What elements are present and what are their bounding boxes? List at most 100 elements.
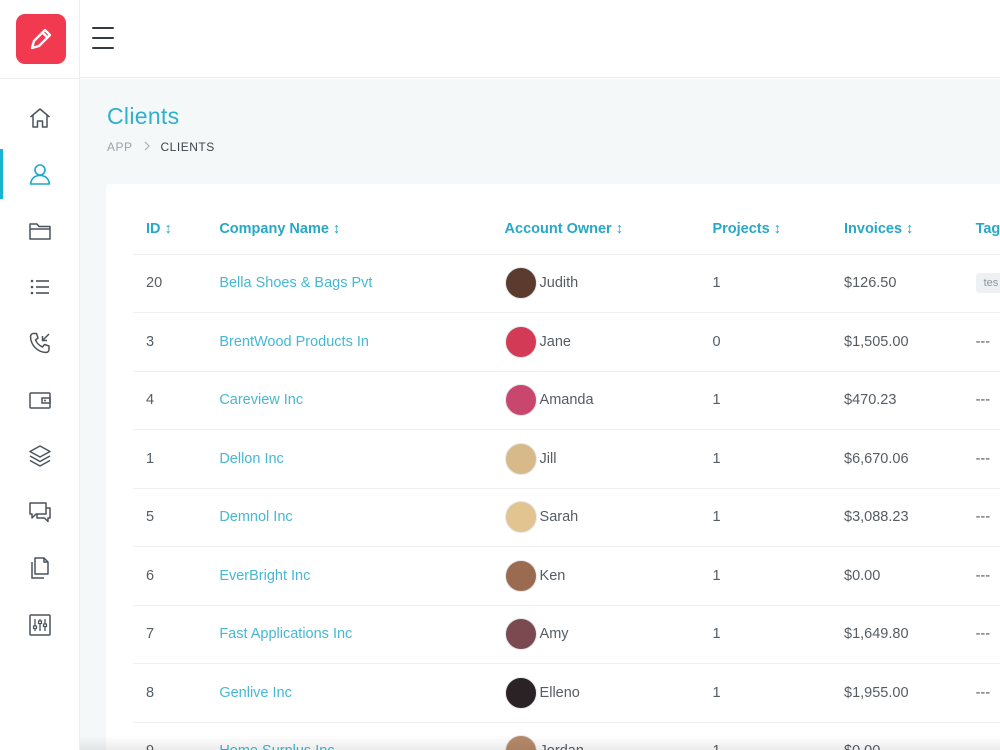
hamburger-icon[interactable]	[92, 27, 116, 49]
cell-owner: Amanda	[491, 371, 700, 430]
column-header-id[interactable]: ID ↕	[133, 204, 207, 255]
sidebar-item-tickets[interactable]	[0, 487, 80, 537]
cell-id: 7	[133, 605, 207, 664]
owner-name: Elleno	[539, 684, 580, 701]
cell-projects: 1	[699, 371, 831, 430]
column-header-owner[interactable]: Account Owner ↕	[491, 204, 700, 255]
avatar[interactable]	[504, 384, 537, 417]
column-header-projects[interactable]: Projects ↕	[699, 204, 831, 255]
chat-icon	[29, 502, 51, 523]
cell-invoices: $126.50	[831, 254, 963, 313]
top-header	[80, 0, 1000, 78]
cell-id: 1	[133, 429, 207, 489]
breadcrumb-root[interactable]: APP	[107, 140, 133, 154]
cell-id: 4	[133, 371, 207, 430]
cell-invoices: $1,505.00	[831, 312, 963, 372]
page-title: Clients	[107, 103, 180, 129]
avatar[interactable]	[504, 501, 537, 534]
sidebar-item-layers[interactable]	[0, 431, 80, 481]
cell-id: 20	[133, 254, 207, 313]
sidebar-divider	[0, 78, 80, 79]
avatar[interactable]	[504, 267, 537, 300]
cell-tags: ---	[962, 312, 1000, 372]
column-header-company[interactable]: Company Name ↕	[206, 204, 492, 255]
table-row[interactable]: 3 BrentWood Products In Jane 0 $1,505.00 ---	[133, 312, 1000, 372]
cell-id: 9	[133, 722, 207, 750]
cell-invoices: $0.00	[831, 722, 963, 750]
pencil-icon	[30, 28, 52, 50]
tag-chip[interactable]: tes	[975, 273, 1000, 294]
sidebar	[0, 0, 80, 750]
sidebar-item-clients[interactable]	[0, 149, 80, 199]
owner-name: Judith	[539, 275, 579, 292]
cell-invoices: $3,088.23	[831, 488, 963, 547]
table-row[interactable]: 20 Bella Shoes & Bags Pvt Judith 1 $126.50 te…	[133, 254, 1000, 313]
sidebar-item-projects[interactable]	[0, 206, 80, 256]
company-name-link[interactable]: BrentWood Products In	[206, 312, 492, 372]
cell-tags: ---	[962, 722, 1000, 750]
owner-name: Jordan	[540, 743, 584, 750]
table-row[interactable]: 1 Dellon Inc Jill 1 $6,670.06 ---	[133, 429, 1000, 489]
cell-id: 6	[133, 546, 207, 606]
company-name-link[interactable]: EverBright Inc	[206, 546, 492, 606]
layers-icon	[29, 445, 51, 467]
cell-projects: 1	[699, 488, 831, 547]
column-header-invoices[interactable]: Invoices ↕	[831, 204, 963, 255]
list-icon	[30, 279, 49, 295]
cell-tags: ---	[962, 546, 1000, 606]
column-header-tags[interactable]: Tag	[962, 204, 1000, 255]
cell-id: 3	[133, 312, 207, 372]
company-name-link[interactable]: Careview Inc	[206, 371, 492, 430]
cell-tags: tes	[962, 254, 1000, 313]
table-row[interactable]: 7 Fast Applications Inc Amy 1 $1,649.80 ---	[133, 605, 1000, 664]
owner-name: Ken	[539, 567, 566, 584]
company-name-link[interactable]: Home Surplus Inc	[206, 722, 492, 750]
phone-icon	[29, 332, 50, 354]
cell-projects: 1	[699, 429, 831, 489]
sidebar-item-leads[interactable]	[0, 318, 80, 368]
avatar[interactable]	[504, 325, 537, 358]
breadcrumb: APP CLIENTS	[107, 140, 215, 154]
cell-projects: 1	[699, 546, 831, 606]
avatar[interactable]	[504, 442, 537, 475]
sidebar-item-tasks[interactable]	[0, 262, 80, 312]
avatar[interactable]	[504, 618, 537, 651]
clients-table-card: ID ↕ Company Name ↕ Account Owner ↕ Proj…	[106, 184, 1000, 750]
sidebar-item-sales[interactable]	[0, 375, 80, 425]
avatar[interactable]	[504, 559, 537, 592]
cell-owner: Amy	[491, 605, 700, 664]
table-row[interactable]: 9Home Surplus Inc Jordan 1$0.00---	[133, 722, 1000, 750]
cell-tags: ---	[962, 371, 1000, 430]
table-body: 20 Bella Shoes & Bags Pvt Judith 1 $126.50 te…	[133, 254, 1000, 750]
clients-table: ID ↕ Company Name ↕ Account Owner ↕ Proj…	[133, 204, 1000, 750]
company-name-link[interactable]: Bella Shoes & Bags Pvt	[206, 254, 492, 313]
cell-projects: 1	[699, 254, 831, 313]
main-content: Clients APP CLIENTS ID ↕ Company Name ↕ …	[80, 79, 1000, 750]
company-name-link[interactable]: Genlive Inc	[206, 663, 492, 723]
cell-invoices: $0.00	[831, 546, 963, 606]
table-row[interactable]: 8 Genlive Inc Elleno 1 $1,955.00 ---	[133, 663, 1000, 723]
cell-invoices: $1,649.80	[831, 605, 963, 664]
owner-name: Jane	[539, 333, 571, 350]
cell-projects: 1	[699, 605, 831, 664]
sidebar-item-settings[interactable]	[0, 600, 80, 650]
company-name-link[interactable]: Fast Applications Inc	[206, 605, 492, 664]
owner-name: Sarah	[539, 509, 579, 526]
user-icon	[29, 164, 51, 185]
cell-tags: ---	[962, 429, 1000, 489]
app-logo[interactable]	[16, 14, 66, 64]
cell-owner: Sarah	[491, 488, 700, 547]
files-icon	[31, 557, 49, 579]
table-row[interactable]: 6 EverBright Inc Ken 1 $0.00 ---	[133, 546, 1000, 606]
sidebar-item-home[interactable]	[0, 93, 80, 143]
breadcrumb-current: CLIENTS	[160, 140, 215, 154]
bottom-edge-shadow	[80, 736, 1000, 750]
avatar[interactable]	[504, 676, 537, 709]
table-row[interactable]: 4 Careview Inc Amanda 1 $470.23 ---	[133, 371, 1000, 430]
company-name-link[interactable]: Demnol Inc	[206, 488, 492, 547]
cell-tags: ---	[962, 488, 1000, 547]
cell-owner: Jordan	[491, 722, 700, 750]
company-name-link[interactable]: Dellon Inc	[206, 429, 492, 489]
table-row[interactable]: 5 Demnol Inc Sarah 1 $3,088.23 ---	[133, 488, 1000, 547]
sidebar-item-files[interactable]	[0, 543, 80, 593]
